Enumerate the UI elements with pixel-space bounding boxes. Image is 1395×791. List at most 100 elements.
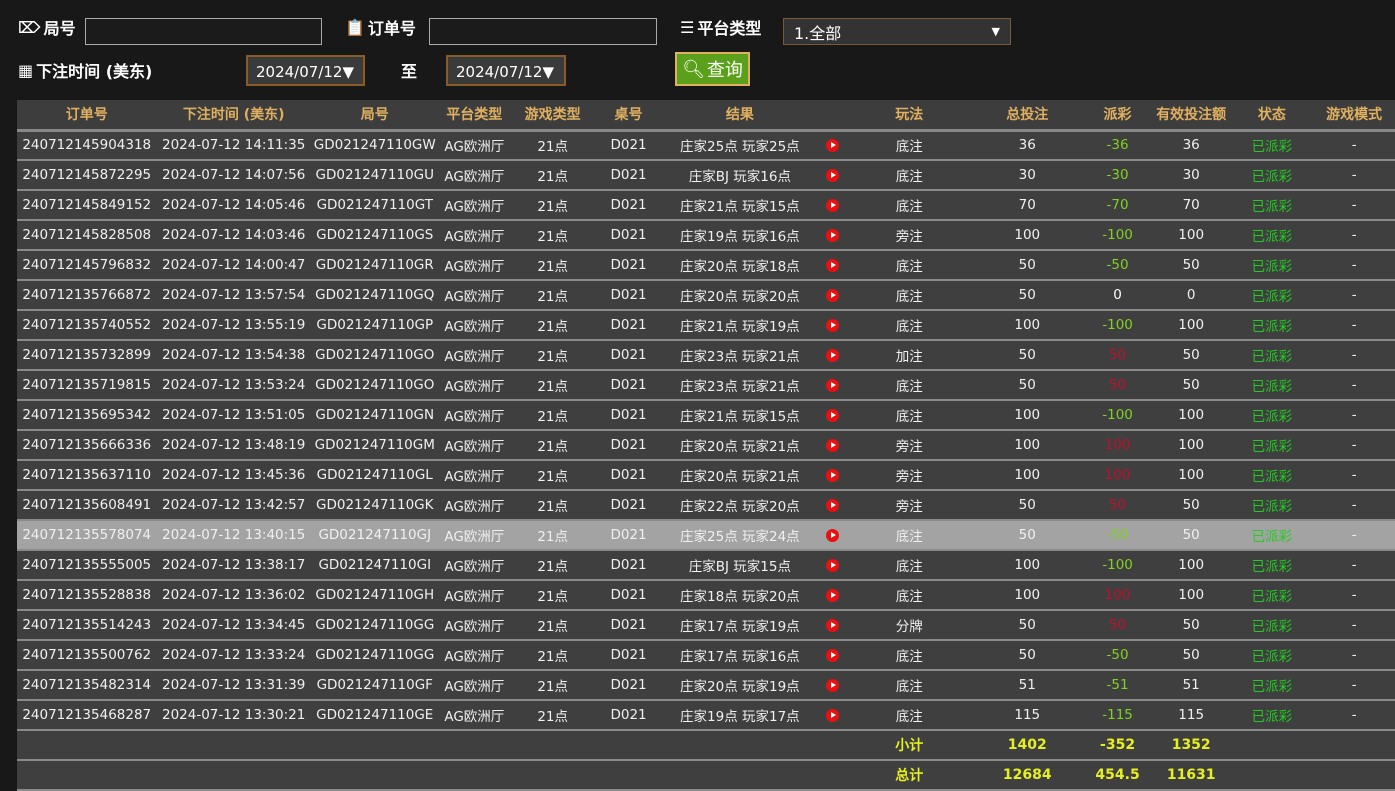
table-row[interactable]: 240712145849152 2024-07-12 14:05:46 GD0212… xyxy=(17,190,1395,221)
order-label: 📋 订单号 xyxy=(345,17,416,39)
date-from-select[interactable]: 2024/07/12▼ xyxy=(246,55,365,86)
play-replay-icon[interactable] xyxy=(826,648,840,662)
total-bet-cell: 100 xyxy=(971,430,1084,461)
platform-cell: AG欧洲厅 xyxy=(438,280,511,311)
platform-cell: AG欧洲厅 xyxy=(438,550,511,581)
play-replay-icon[interactable] xyxy=(826,228,840,242)
table-row[interactable]: 240712135500762 2024-07-12 13:33:24 GD0212… xyxy=(17,640,1395,671)
order-id-cell: 240712145872295 xyxy=(17,160,157,191)
play-replay-icon[interactable] xyxy=(826,708,840,722)
table-row[interactable]: 240712135637110 2024-07-12 13:45:36 GD0212… xyxy=(17,460,1395,491)
query-button[interactable]: 🔍︎ 查询 xyxy=(675,52,750,86)
play-replay-icon[interactable] xyxy=(826,138,840,152)
platform-label: ☰ 平台类型 xyxy=(680,17,762,39)
platform-cell: AG欧洲厅 xyxy=(438,700,511,731)
orders-table: 订单号 下注时间 (美东) 局号 平台类型 游戏类型 桌号 结果 玩法 总投注 派彩 有效投注额 状态… xyxy=(17,100,1395,791)
table-row[interactable]: 240712145828508 2024-07-12 14:03:46 GD0212… xyxy=(17,220,1395,251)
table-row[interactable]: 240712135740552 2024-07-12 13:55:19 GD0212… xyxy=(17,310,1395,341)
play-replay-icon[interactable] xyxy=(826,408,840,422)
play-replay-icon[interactable] xyxy=(826,348,840,362)
bet-type-cell: 底注 xyxy=(847,310,972,341)
status-cell: 已派彩 xyxy=(1230,250,1314,281)
order-input[interactable] xyxy=(429,18,657,45)
play-replay-icon[interactable] xyxy=(826,558,840,572)
date-to-select[interactable]: 2024/07/12▼ xyxy=(446,55,566,86)
game-type-cell: 21点 xyxy=(510,400,596,431)
game-mode-cell: - xyxy=(1313,160,1395,191)
result-cell: 庄家20点 玩家21点 xyxy=(661,460,818,491)
table-row[interactable]: 240712135578074 2024-07-12 13:40:15 GD0212… xyxy=(17,520,1395,551)
play-replay-icon[interactable] xyxy=(826,468,840,482)
play-replay-icon[interactable] xyxy=(826,588,840,602)
order-id-cell: 240712135666336 xyxy=(17,430,157,461)
order-id-cell: 240712135528838 xyxy=(17,580,157,611)
total-bet-cell: 50 xyxy=(971,250,1084,281)
table-row[interactable]: 240712145796832 2024-07-12 14:00:47 GD0212… xyxy=(17,250,1395,281)
bet-time-cell: 2024-07-12 13:55:19 xyxy=(156,310,311,341)
column-header: 游戏模式 xyxy=(1313,100,1395,132)
table-row[interactable]: 240712135719815 2024-07-12 13:53:24 GD0212… xyxy=(17,370,1395,401)
payout-cell: -115 xyxy=(1083,700,1152,731)
subtotal-cell xyxy=(595,730,662,761)
play-replay-icon[interactable] xyxy=(826,438,840,452)
play-cell xyxy=(817,610,848,641)
order-id-cell: 240712135719815 xyxy=(17,370,157,401)
chevron-down-icon: ▼ xyxy=(991,25,1000,38)
play-replay-icon[interactable] xyxy=(826,528,840,542)
table-row[interactable]: 240712145872295 2024-07-12 14:07:56 GD0212… xyxy=(17,160,1395,191)
payout-cell: 100 xyxy=(1083,460,1152,491)
status-cell: 已派彩 xyxy=(1230,580,1314,611)
bet-type-cell: 底注 xyxy=(847,370,972,401)
platform-select[interactable]: 1.全部 ▼ xyxy=(783,18,1011,45)
game-type-cell: 21点 xyxy=(510,130,596,161)
bet-time-cell: 2024-07-12 14:05:46 xyxy=(156,190,311,221)
bet-type-cell: 分牌 xyxy=(847,610,972,641)
total-bet-cell: 70 xyxy=(971,190,1084,221)
round-id-cell: GD021247110GL xyxy=(310,460,439,491)
play-replay-icon[interactable] xyxy=(826,258,840,272)
table-row[interactable]: 240712135732899 2024-07-12 13:54:38 GD0212… xyxy=(17,340,1395,371)
total-bet-cell: 100 xyxy=(971,460,1084,491)
game-mode-cell: - xyxy=(1313,190,1395,221)
play-replay-icon[interactable] xyxy=(826,618,840,632)
play-replay-icon[interactable] xyxy=(826,168,840,182)
table-row[interactable]: 240712135766872 2024-07-12 13:57:54 GD0212… xyxy=(17,280,1395,311)
table-row[interactable]: 240712135482314 2024-07-12 13:31:39 GD0212… xyxy=(17,670,1395,701)
payout-cell: 50 xyxy=(1083,340,1152,371)
game-mode-cell: - xyxy=(1313,700,1395,731)
round-input[interactable] xyxy=(85,18,322,45)
table-row[interactable]: 240712135555005 2024-07-12 13:38:17 GD0212… xyxy=(17,550,1395,581)
round-id-cell: GD021247110GK xyxy=(310,490,439,521)
status-cell: 已派彩 xyxy=(1230,670,1314,701)
play-replay-icon[interactable] xyxy=(826,378,840,392)
play-replay-icon[interactable] xyxy=(826,498,840,512)
platform-cell: AG欧洲厅 xyxy=(438,430,511,461)
table-id-cell: D021 xyxy=(595,370,662,401)
play-replay-icon[interactable] xyxy=(826,288,840,302)
table-row[interactable]: 240712135608491 2024-07-12 13:42:57 GD0212… xyxy=(17,490,1395,521)
table-row[interactable]: 240712135468287 2024-07-12 13:30:21 GD0212… xyxy=(17,700,1395,731)
payout-cell: -100 xyxy=(1083,220,1152,251)
play-cell xyxy=(817,550,848,581)
table-row[interactable]: 240712145904318 2024-07-12 14:11:35 GD0212… xyxy=(17,130,1395,161)
result-cell: 庄家23点 玩家21点 xyxy=(661,370,818,401)
valid-bet-cell: 100 xyxy=(1151,460,1231,491)
table-row[interactable]: 240712135514243 2024-07-12 13:34:45 GD0212… xyxy=(17,610,1395,641)
table-row[interactable]: 240712135695342 2024-07-12 13:51:05 GD0212… xyxy=(17,400,1395,431)
table-row[interactable]: 240712135528838 2024-07-12 13:36:02 GD0212… xyxy=(17,580,1395,611)
table-id-cell: D021 xyxy=(595,280,662,311)
status-cell: 已派彩 xyxy=(1230,280,1314,311)
total-bet-cell: 51 xyxy=(971,670,1084,701)
platform-cell: AG欧洲厅 xyxy=(438,580,511,611)
status-cell: 已派彩 xyxy=(1230,430,1314,461)
play-replay-icon[interactable] xyxy=(826,678,840,692)
play-replay-icon[interactable] xyxy=(826,198,840,212)
table-id-cell: D021 xyxy=(595,610,662,641)
valid-bet-cell: 50 xyxy=(1151,340,1231,371)
payout-cell: 50 xyxy=(1083,610,1152,641)
game-mode-cell: - xyxy=(1313,490,1395,521)
status-cell: 已派彩 xyxy=(1230,220,1314,251)
play-replay-icon[interactable] xyxy=(826,318,840,332)
table-row[interactable]: 240712135666336 2024-07-12 13:48:19 GD0212… xyxy=(17,430,1395,461)
round-id-cell: GD021247110GP xyxy=(310,310,439,341)
